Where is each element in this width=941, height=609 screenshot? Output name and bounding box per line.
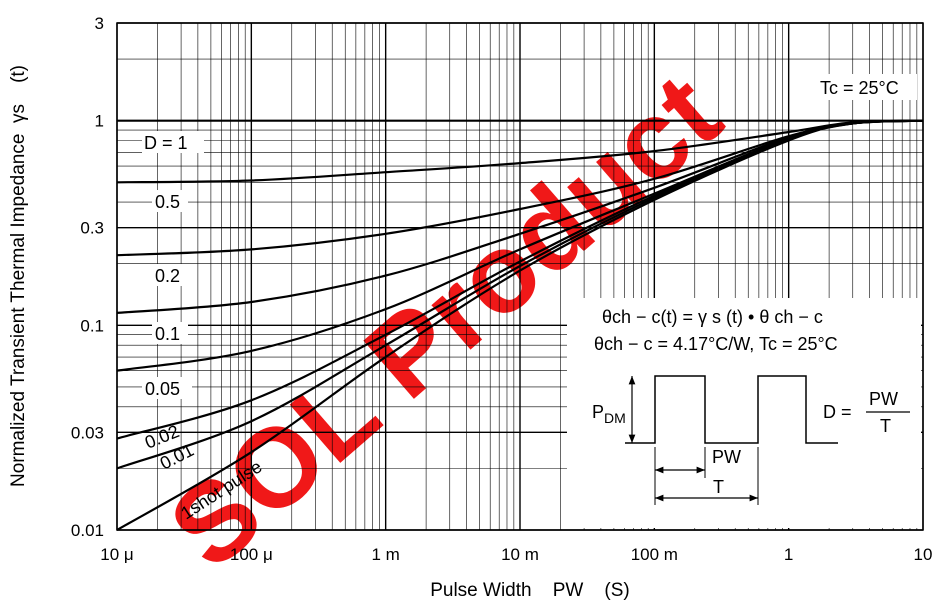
- pulse-waveform: [625, 375, 838, 444]
- series-label-0.5: 0.5: [155, 192, 180, 212]
- series-label-0.2: 0.2: [155, 266, 180, 286]
- pdm-subscript: DM: [604, 410, 626, 426]
- x-tick-label: 100 μ: [230, 545, 273, 564]
- y-tick-label: 1: [95, 112, 104, 131]
- y-tick-labels: 0.01 0.03 0.1 0.3 1 3: [71, 14, 104, 540]
- tc-label-bg: [815, 74, 917, 100]
- duty-cycle-numerator: PW: [869, 389, 898, 409]
- inset-background: [567, 298, 921, 528]
- series-lines: [116, 119, 924, 531]
- duty-cycle-label: D =: [823, 402, 852, 422]
- x-tick-label: 10 m: [501, 545, 539, 564]
- y-tick-label: 0.03: [71, 423, 104, 442]
- duty-cycle-denominator: T: [880, 416, 891, 436]
- series-label-bg: [152, 264, 188, 286]
- series-label-bg: [152, 190, 188, 212]
- y-tick-label: 0.01: [71, 521, 104, 540]
- x-tick-label: 1 m: [371, 545, 399, 564]
- series-label-0.05: 0.05: [145, 379, 180, 399]
- x-tick-labels: 10 μ 100 μ 1 m 10 m 100 m 1 10: [100, 545, 932, 564]
- y-axis-label: Normalized Transient Thermal Impedance γ…: [8, 65, 29, 487]
- formula-line-1: θch − c(t) = γ s (t) • θ ch − c: [602, 307, 823, 327]
- x-tick-label: 10: [914, 545, 933, 564]
- x-tick-label: 1: [784, 545, 793, 564]
- series-line: [116, 119, 924, 531]
- x-axis-label: Pulse Width PW (S): [430, 580, 630, 601]
- x-tick-label: 100 m: [631, 545, 678, 564]
- series-label-bg: [142, 131, 204, 153]
- series-label-bg: [152, 322, 188, 344]
- inset-box: θch − c(t) = γ s (t) • θ ch − c θch − c …: [567, 298, 921, 528]
- series-line: [116, 119, 924, 184]
- x-tick-label: 10 μ: [100, 545, 133, 564]
- y-tick-label: 3: [95, 14, 104, 33]
- formula-line-2: θch − c = 4.17°C/W, Tc = 25°C: [594, 334, 838, 354]
- y-tick-label: 0.1: [80, 316, 104, 335]
- pw-label: PW: [712, 447, 741, 467]
- t-label: T: [713, 477, 724, 497]
- plot-frame: [116, 22, 924, 531]
- y-tick-label: 0.3: [80, 219, 104, 238]
- tc-annotation: Tc = 25°C: [820, 78, 899, 98]
- series-label-0.1: 0.1: [155, 324, 180, 344]
- series-label-d1: D = 1: [144, 133, 188, 153]
- series-label-bg: [142, 377, 192, 399]
